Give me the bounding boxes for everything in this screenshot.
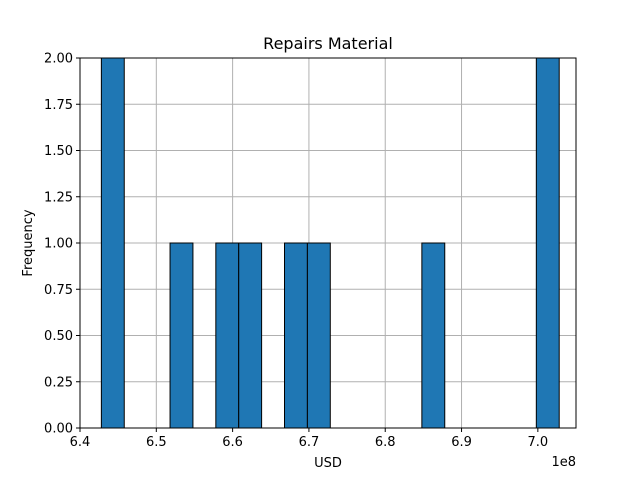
- x-tick-label: 6.6: [222, 435, 243, 450]
- y-tick-label: 0.75: [44, 283, 73, 298]
- histogram-bar: [284, 242, 308, 429]
- histogram-bar: [100, 57, 125, 429]
- histogram-bar: [421, 242, 446, 429]
- axis-ticks: 6.4 6.5 6.6 6.7 6.8 6.9 7.0 0.00 0.25 0.50 0.75 1.0…: [44, 52, 548, 451]
- histogram-bar: [306, 242, 331, 429]
- x-tick-label: 6.7: [299, 435, 320, 450]
- x-tick-label: 6.8: [375, 435, 396, 450]
- y-axis-label: Frequency: [21, 209, 36, 276]
- y-tick-label: 2.00: [44, 52, 73, 67]
- y-tick-label: 0.00: [44, 422, 73, 437]
- x-axis-label: USD: [314, 456, 342, 471]
- y-tick-label: 0.25: [44, 375, 73, 390]
- x-offset-label: 1e8: [551, 455, 576, 470]
- y-tick-label: 1.75: [44, 98, 73, 113]
- y-tick-label: 1.50: [44, 144, 73, 159]
- x-tick-label: 6.9: [451, 435, 472, 450]
- x-tick-label: 6.4: [70, 435, 91, 450]
- histogram-bar: [238, 242, 263, 429]
- x-tick-label: 7.0: [528, 435, 549, 450]
- y-tick-label: 1.25: [44, 190, 73, 205]
- histogram-bar: [215, 242, 240, 429]
- grid-lines: [79, 57, 576, 429]
- x-tick-label: 6.5: [146, 435, 167, 450]
- histogram-bar: [169, 242, 194, 429]
- y-tick-label: 0.50: [44, 329, 73, 344]
- histogram-bars: [100, 57, 560, 429]
- y-tick-label: 1.00: [44, 237, 73, 252]
- chart-title: Repairs Material: [263, 34, 393, 53]
- histogram-bar: [535, 57, 560, 429]
